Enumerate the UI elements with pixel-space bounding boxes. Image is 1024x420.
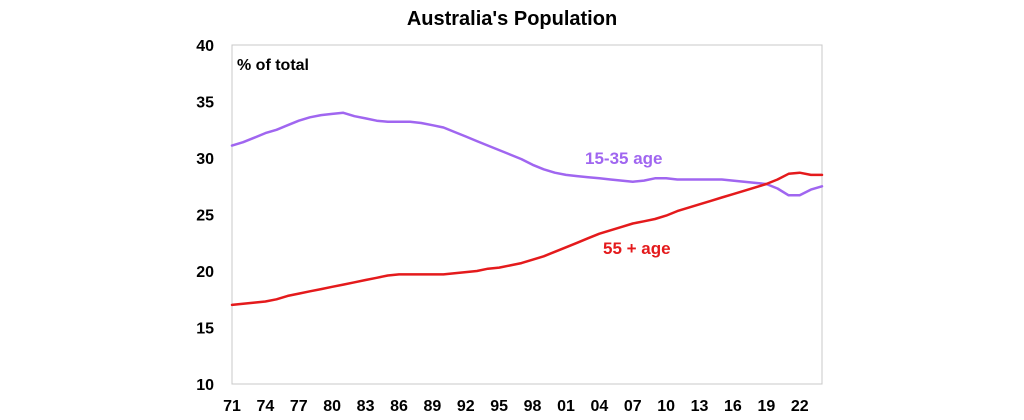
x-tick-label: 07 [624, 398, 642, 415]
x-tick-label: 04 [590, 398, 608, 415]
y-tick-label: 15 [196, 321, 214, 338]
x-tick-label: 92 [457, 398, 475, 415]
x-tick-label: 71 [223, 398, 241, 415]
x-tick-label: 22 [791, 398, 809, 415]
x-tick-label: 01 [557, 398, 575, 415]
x-tick-label: 10 [657, 398, 675, 415]
x-tick-label: 19 [757, 398, 775, 415]
series-line-0 [230, 111, 824, 197]
x-tick-label: 16 [724, 398, 742, 415]
plot-area [231, 44, 823, 385]
y-axis-label: % of total [237, 57, 309, 74]
y-tick-label: 20 [196, 264, 214, 281]
y-axis-ticks: 10 15 20 25 30 35 40 [196, 38, 214, 394]
y-tick-label: 40 [196, 38, 214, 55]
y-tick-label: 25 [196, 208, 214, 225]
y-tick-label: 30 [196, 151, 214, 168]
series-label-15-35: 15-35 age [585, 149, 663, 168]
x-tick-label: 83 [357, 398, 375, 415]
x-axis-ticks: 71 74 77 80 83 86 89 92 95 98 01 04 07 10 13 16 19 22 [223, 398, 809, 415]
x-tick-label: 74 [256, 398, 274, 415]
x-tick-label: 86 [390, 398, 408, 415]
x-tick-label: 98 [524, 398, 542, 415]
series-label-55-plus: 55 + age [603, 239, 671, 258]
y-tick-label: 35 [196, 95, 214, 112]
series-lines [230, 111, 824, 307]
x-tick-label: 89 [423, 398, 441, 415]
x-tick-label: 13 [691, 398, 709, 415]
x-tick-label: 77 [290, 398, 308, 415]
y-tick-label: 10 [196, 377, 214, 394]
series-line-1 [230, 171, 824, 307]
x-tick-label: 80 [323, 398, 341, 415]
chart-title: Australia's Population [407, 8, 617, 30]
x-tick-label: 95 [490, 398, 508, 415]
